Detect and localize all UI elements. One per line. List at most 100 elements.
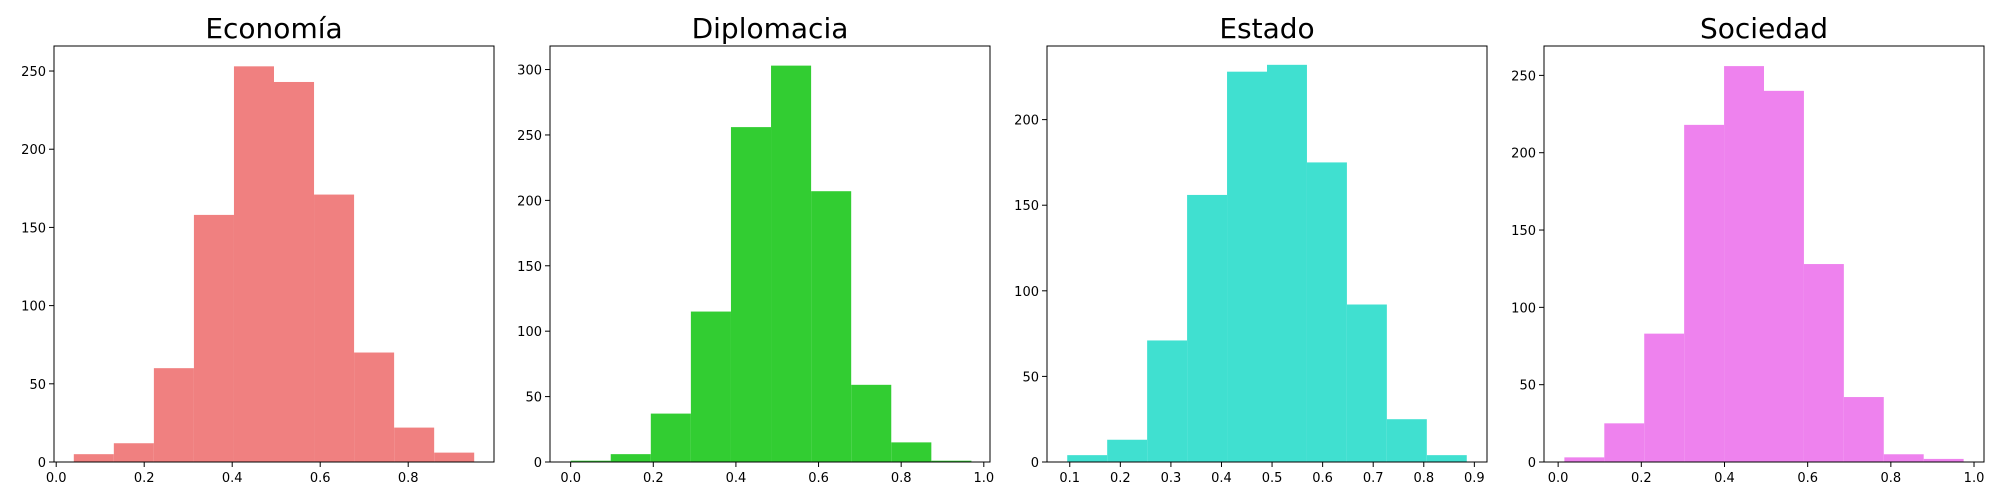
y-tick-label: 200 (1014, 114, 1039, 129)
y-tick-label: 150 (1014, 199, 1039, 214)
histogram-bar (193, 214, 234, 462)
histogram-bar (610, 454, 651, 462)
x-tick-label: 0.8 (1413, 471, 1434, 486)
histogram-bar (1883, 454, 1924, 462)
y-tick-label: 200 (517, 194, 542, 209)
y-tick-label: 50 (1022, 370, 1039, 385)
axes-frame (53, 45, 495, 463)
histogram-bar (1724, 66, 1764, 462)
histogram-bar (233, 66, 274, 463)
x-tick-label: 1.0 (973, 471, 994, 486)
histogram-bar (1227, 71, 1267, 462)
y-tick-label: 200 (21, 143, 46, 158)
histogram-bar (1267, 64, 1307, 463)
histogram-bar (931, 460, 972, 462)
y-tick-label: 100 (21, 300, 46, 315)
y-tick-label: 50 (29, 378, 46, 393)
histogram-bar (1644, 333, 1685, 462)
histogram-bar (1346, 304, 1387, 462)
chart-title: Economía (205, 12, 342, 45)
histogram-bar (650, 413, 691, 462)
histogram-bar (1067, 455, 1108, 462)
y-tick-label: 150 (517, 260, 542, 275)
histogram-bar (1764, 90, 1804, 462)
x-tick-label: 0.4 (1714, 471, 1735, 486)
histogram-bar (570, 460, 611, 462)
histogram-bar (1386, 419, 1427, 462)
y-tick-label: 0 (38, 456, 46, 471)
x-tick-label: 0.2 (1110, 471, 1131, 486)
y-tick-label: 0 (1031, 456, 1039, 471)
histogram-bar (113, 443, 154, 462)
histogram-bar (1107, 439, 1148, 462)
chart-title: Diplomacia (692, 12, 849, 45)
x-tick-label: 0.9 (1464, 471, 1485, 486)
x-tick-label: 0.8 (891, 471, 912, 486)
x-tick-label: 0.4 (726, 471, 747, 486)
x-tick-label: 0.5 (1262, 471, 1283, 486)
y-tick-label: 250 (1511, 69, 1536, 84)
x-tick-label: 0.0 (46, 471, 67, 486)
x-tick-label: 0.0 (560, 471, 581, 486)
y-tick-label: 0 (534, 456, 542, 471)
x-tick-label: 0.2 (134, 471, 155, 486)
histogram-bar (1426, 455, 1467, 462)
y-tick-label: 0 (1528, 456, 1536, 471)
histogram-bar (1843, 397, 1884, 462)
histogram-bar (1684, 124, 1725, 463)
histogram-bar (1923, 458, 1964, 462)
x-tick-label: 0.6 (1312, 471, 1333, 486)
y-tick-label: 300 (517, 64, 542, 79)
x-tick-label: 0.4 (222, 471, 243, 486)
y-tick-label: 150 (1511, 224, 1536, 239)
histogram-bar (690, 311, 731, 462)
x-tick-label: 1.0 (1964, 471, 1985, 486)
histogram-bar (730, 127, 772, 462)
histogram-bar (1147, 340, 1188, 462)
x-tick-label: 0.2 (643, 471, 664, 486)
panel-economia: Economía 0.0 0.2 0.4 0.6 0.8 0 50 100 150 200 250 (21, 12, 495, 486)
y-tick-label: 200 (1511, 147, 1536, 162)
histogram-bar (1803, 264, 1844, 462)
axes-frame (549, 45, 991, 463)
y-tick-label: 50 (525, 391, 542, 406)
y-tick-label: 100 (1511, 301, 1536, 316)
x-tick-label: 0.3 (1161, 471, 1182, 486)
y-tick-label: 250 (21, 65, 46, 80)
histogram-bar (394, 427, 435, 462)
x-tick-label: 0.1 (1059, 471, 1080, 486)
x-tick-label: 0.8 (1880, 471, 1901, 486)
x-tick-label: 0.2 (1631, 471, 1652, 486)
histogram-bar (1187, 194, 1228, 462)
histogram-bar (73, 454, 114, 462)
histogram-bar (771, 65, 812, 462)
panel-estado: Estado 0.1 0.2 0.3 0.4 0.5 0.6 0.7 0.8 0.9 0 50 100 1… (1014, 12, 1488, 486)
y-tick-label: 250 (517, 129, 542, 144)
x-tick-label: 0.0 (1548, 471, 1569, 486)
y-tick-label: 100 (1014, 285, 1039, 300)
y-tick-label: 50 (1519, 379, 1536, 394)
axes-frame (1543, 45, 1985, 463)
x-tick-label: 0.8 (398, 471, 419, 486)
panel-sociedad: Sociedad 0.0 0.2 0.4 0.6 0.8 1.0 0 50 100 150 200 25… (1511, 12, 1985, 486)
histogram-bar (851, 384, 892, 462)
y-tick-label: 150 (21, 221, 46, 236)
x-tick-label: 0.7 (1363, 471, 1384, 486)
chart-title: Estado (1219, 12, 1314, 45)
histogram-bar (354, 352, 395, 462)
histogram-bar (891, 442, 932, 462)
x-tick-label: 0.6 (808, 471, 829, 486)
histogram-bar (434, 452, 475, 462)
chart-title: Sociedad (1700, 12, 1828, 45)
histogram-bar (1306, 162, 1347, 462)
axes-frame (1046, 45, 1488, 463)
x-tick-label: 0.4 (1211, 471, 1232, 486)
histogram-bar (153, 368, 194, 462)
x-tick-label: 0.6 (1797, 471, 1818, 486)
panel-diplomacia: Diplomacia 0.0 0.2 0.4 0.6 0.8 1.0 0 50 100 150 200… (517, 12, 994, 486)
histogram-bar (1564, 457, 1605, 462)
histogram-bar (314, 194, 355, 463)
histogram-bar (1604, 423, 1645, 462)
histogram-bar (274, 81, 315, 463)
